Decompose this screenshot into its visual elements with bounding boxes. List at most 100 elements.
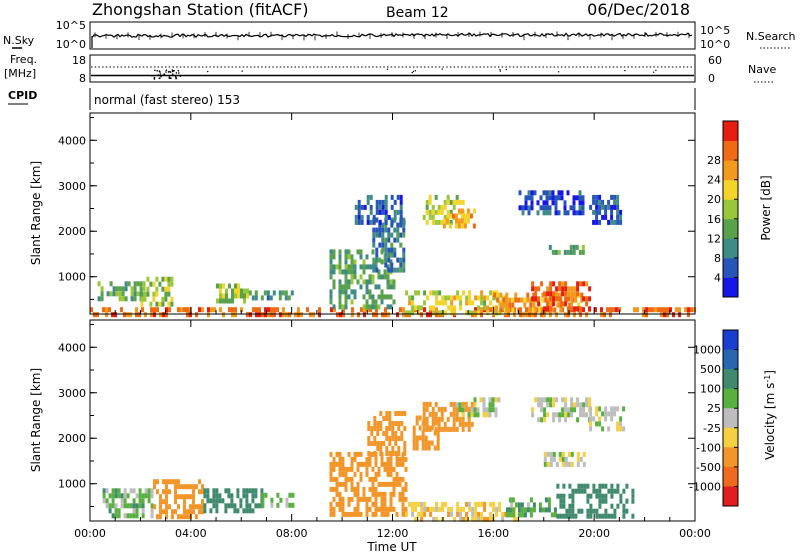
power-cell xyxy=(595,194,599,200)
velocity-cell xyxy=(497,397,501,403)
power-cell xyxy=(530,190,534,196)
velocity-cell xyxy=(165,514,168,520)
power-cell xyxy=(558,296,562,302)
velocity-cell xyxy=(616,488,620,494)
power-cell xyxy=(167,276,171,282)
velocity-cell xyxy=(477,511,481,517)
power-cell xyxy=(553,307,557,313)
power-cell xyxy=(539,195,543,201)
velocity-cell xyxy=(508,497,512,503)
power-cell xyxy=(368,274,372,280)
power-cell xyxy=(514,297,518,303)
velocity-cell xyxy=(405,511,409,517)
velocity-cell xyxy=(455,411,459,417)
velocity-cell xyxy=(138,493,142,499)
power-cell xyxy=(645,312,648,318)
velocity-cell xyxy=(455,416,459,422)
velocity-cell xyxy=(171,479,174,485)
velocity-cell xyxy=(338,481,342,487)
power-cell xyxy=(543,312,546,318)
velocity-cell xyxy=(344,466,348,472)
power-cell xyxy=(366,219,370,225)
velocity-cell xyxy=(589,406,593,412)
power-cell xyxy=(384,194,388,200)
velocity-cell xyxy=(380,456,384,462)
nave-point xyxy=(159,73,162,75)
power-cell xyxy=(440,219,444,225)
velocity-cell xyxy=(192,489,195,495)
velocity-cell xyxy=(598,421,602,427)
power-cell xyxy=(384,199,388,205)
velocity-cell xyxy=(580,488,584,494)
power-cell xyxy=(344,299,348,305)
power-cell xyxy=(532,292,536,298)
velocity-cell xyxy=(165,499,168,505)
velocity-cell xyxy=(192,509,195,515)
power-cell xyxy=(554,200,558,206)
velocity-cell xyxy=(508,507,512,513)
power-cell xyxy=(502,302,506,308)
power-cell xyxy=(97,281,101,287)
power-cell xyxy=(105,307,108,313)
power-cell xyxy=(598,199,602,205)
power-cell xyxy=(378,199,382,205)
power-cell xyxy=(432,310,436,316)
velocity-cell xyxy=(392,506,396,512)
velocity-cell xyxy=(567,461,571,467)
power-cell xyxy=(198,307,201,313)
power-cell xyxy=(450,305,454,311)
power-cell xyxy=(392,299,396,305)
power-cell xyxy=(569,249,573,255)
velocity-cell xyxy=(400,411,404,416)
power-cell xyxy=(344,279,348,285)
power-cell xyxy=(445,218,449,224)
velocity-cell xyxy=(579,456,583,462)
power-cell xyxy=(518,190,522,196)
velocity-cell xyxy=(371,451,375,457)
velocity-cell xyxy=(332,496,336,502)
power-cell xyxy=(582,307,585,313)
velocity-cell xyxy=(411,501,415,507)
power-cell xyxy=(387,257,391,263)
power-cell xyxy=(142,286,146,292)
velocity-cell xyxy=(180,484,183,490)
velocity-cell xyxy=(404,486,408,492)
nsearch-tick-bottom: 10^0 xyxy=(700,38,730,51)
velocity-cell xyxy=(374,461,378,467)
power-cell xyxy=(384,237,388,243)
velocity-heatmap xyxy=(102,397,635,522)
power-cell xyxy=(559,292,563,298)
power-cell xyxy=(161,276,165,282)
power-cell xyxy=(508,297,512,303)
velocity-cell xyxy=(556,493,560,499)
power-cell xyxy=(438,300,442,306)
velocity-cell xyxy=(425,426,429,432)
power-cell xyxy=(585,312,588,318)
velocity-cell xyxy=(580,483,584,489)
power-cell xyxy=(393,214,397,220)
velocity-cell xyxy=(359,511,363,517)
velocity-cell xyxy=(541,507,545,513)
power-cell xyxy=(555,296,559,302)
velocity-cell xyxy=(159,494,162,500)
power-colorbar-swatch xyxy=(723,257,738,278)
power-cell xyxy=(115,291,119,297)
power-cell xyxy=(384,227,388,233)
power-cell xyxy=(338,289,342,295)
velocity-cell xyxy=(546,402,550,408)
power-cell xyxy=(375,232,379,238)
velocity-cell xyxy=(441,501,445,507)
velocity-cell xyxy=(192,499,195,505)
velocity-cell xyxy=(564,461,568,467)
power-cell xyxy=(366,307,369,313)
power-cell xyxy=(618,307,621,313)
power-cell xyxy=(332,264,336,270)
power-cell xyxy=(377,274,381,280)
power-cell xyxy=(443,214,447,220)
power-cell xyxy=(480,300,484,306)
velocity-cell xyxy=(544,507,548,513)
velocity-cell xyxy=(568,493,572,499)
velocity-cell xyxy=(380,461,384,467)
power-cell xyxy=(396,194,400,200)
velocity-cell xyxy=(368,496,372,502)
